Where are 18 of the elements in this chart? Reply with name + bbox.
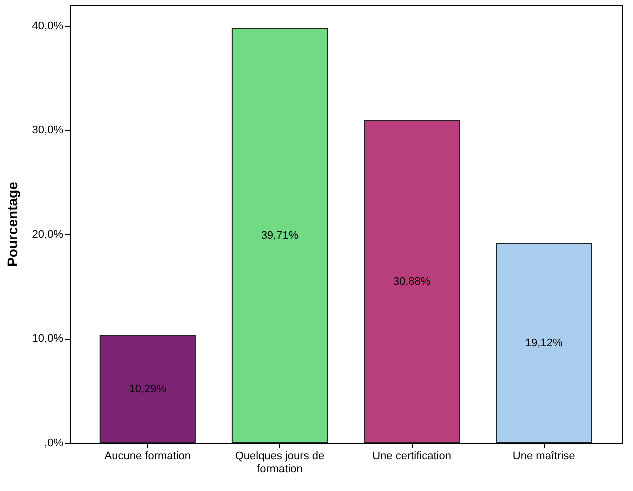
x-tick-label: Une maîtrise [512, 450, 576, 462]
data-label: 30,88% [393, 276, 431, 288]
x-tick-label: Aucune formation [104, 450, 192, 462]
data-label: 19,12% [525, 337, 563, 350]
bar [364, 120, 460, 444]
y-tick-label: 30,0% [32, 124, 64, 137]
y-tick-label: 20,0% [32, 228, 64, 241]
y-axis-title: Pourcentage [4, 182, 20, 267]
bar [232, 28, 328, 444]
bar [496, 243, 592, 444]
y-tick-label: ,0% [44, 438, 64, 450]
data-label: 39,71% [261, 230, 299, 242]
data-label: 10,29% [129, 383, 167, 396]
y-tick-label: 40,0% [32, 20, 64, 32]
x-tick-label: Quelques jours de formation [235, 450, 325, 476]
y-tick-label: 10,0% [32, 333, 64, 346]
bar [100, 335, 196, 444]
x-tick-label: Une certification [372, 450, 452, 462]
